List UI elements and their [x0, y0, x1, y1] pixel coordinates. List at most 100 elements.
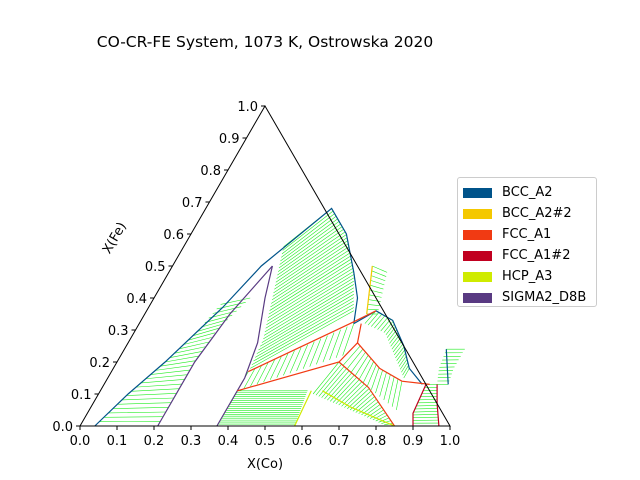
tie-line	[261, 287, 354, 343]
x-tick-label: 0.1	[107, 434, 128, 449]
triangle-frame	[79, 105, 451, 427]
x-tick-label: 0.9	[403, 434, 424, 449]
y-tick-label: 0.9	[219, 132, 240, 147]
phase-boundary	[445, 349, 449, 385]
tie-line	[375, 369, 383, 394]
y-tick-label: 0.1	[71, 388, 92, 403]
tie-line	[344, 385, 368, 408]
tie-line	[342, 323, 355, 356]
x-tick-label: 0.0	[70, 434, 91, 449]
x-tick-label: 0.7	[329, 434, 350, 449]
y-tick-label: 1.0	[237, 100, 258, 115]
axis-ticks: 0.0 0.1 0.2 0.3 0.4 0.5 0.6 0.7 0.8 0.9 1.0 0.0 0.1 0…	[52, 100, 460, 449]
phase-boundary	[366, 265, 373, 315]
x-tick-label: 0.8	[366, 434, 387, 449]
legend-swatch	[463, 250, 492, 261]
tie-line	[371, 367, 380, 390]
phase-boundary	[216, 265, 273, 427]
tie-line	[271, 252, 351, 304]
tie-line	[274, 240, 348, 290]
tie-line	[269, 356, 282, 380]
tie-line	[370, 280, 385, 286]
tie-line	[342, 345, 361, 366]
tie-line	[269, 258, 352, 311]
tie-line	[145, 374, 188, 380]
tie-line	[283, 350, 295, 376]
tie-line	[355, 396, 375, 413]
tie-line	[178, 341, 209, 350]
tie-line	[413, 411, 438, 413]
tie-line	[165, 355, 199, 363]
tie-line	[126, 393, 177, 396]
tie-line	[367, 312, 380, 326]
legend-swatch	[463, 187, 492, 198]
tie-line	[371, 313, 383, 327]
legend-item: FCC_A1#2	[463, 245, 596, 266]
tie-line	[362, 361, 374, 384]
tie-line	[273, 243, 349, 294]
tie-line	[387, 376, 395, 404]
y-tick-label: 0.8	[200, 164, 221, 179]
tie-line	[263, 359, 275, 383]
tie-line	[281, 213, 335, 255]
tie-line	[276, 353, 289, 378]
tie-line	[112, 407, 169, 409]
phase-boundary	[94, 207, 359, 427]
tie-line	[253, 303, 354, 362]
tie-line	[121, 397, 174, 401]
tie-line	[108, 411, 166, 414]
tie-line	[279, 221, 340, 265]
phase-boundaries	[94, 207, 449, 427]
tie-line	[329, 329, 341, 361]
legend-label: BCC_A2#2	[502, 206, 572, 221]
tie-line	[309, 338, 322, 367]
tie-line	[367, 304, 380, 306]
tie-line	[374, 315, 386, 329]
tie-line	[277, 228, 344, 276]
legend-label: FCC_A1	[502, 227, 552, 242]
tie-line	[251, 307, 354, 365]
triangle-outline	[79, 105, 451, 427]
phase-boundary	[237, 323, 362, 392]
phase-boundary	[338, 361, 395, 427]
tie-line	[277, 226, 343, 272]
tie-line	[338, 381, 363, 406]
legend-item: BCC_A2#2	[463, 203, 596, 224]
tie-line	[396, 349, 405, 361]
x-tick-label: 0.4	[218, 434, 239, 449]
tie-line	[275, 234, 347, 283]
tie-line	[392, 340, 402, 353]
tie-line	[396, 381, 403, 411]
tie-line	[403, 368, 410, 379]
legend-label: BCC_A2	[502, 185, 553, 200]
legend-item: HCP_A3	[463, 266, 596, 287]
tie-line	[183, 337, 212, 345]
tie-line	[117, 402, 172, 405]
tie-line	[271, 249, 350, 301]
tie-line	[369, 284, 384, 290]
tie-line	[216, 302, 246, 310]
legend-item: FCC_A1	[463, 224, 596, 245]
tie-line	[390, 335, 400, 347]
legend-swatch	[463, 292, 492, 303]
tie-line	[315, 364, 342, 396]
tie-line	[332, 377, 357, 403]
y-tick-label: 0.2	[89, 356, 110, 371]
tie-line	[256, 362, 269, 385]
y-tick-label: 0.5	[145, 260, 166, 275]
tie-line	[150, 369, 191, 375]
phase-boundary	[322, 390, 395, 427]
tie-lines	[94, 208, 465, 427]
tie-line	[414, 408, 438, 410]
legend-swatch	[463, 208, 492, 219]
tie-line	[259, 290, 354, 347]
tie-line	[398, 355, 407, 367]
tie-line	[169, 351, 203, 358]
tie-line	[367, 308, 379, 311]
tie-line	[349, 390, 372, 411]
tie-line	[258, 294, 354, 351]
tie-line	[263, 284, 354, 340]
tie-line	[278, 223, 341, 269]
tie-line	[296, 344, 308, 372]
y-axis-label: X(Fe)	[100, 220, 130, 257]
